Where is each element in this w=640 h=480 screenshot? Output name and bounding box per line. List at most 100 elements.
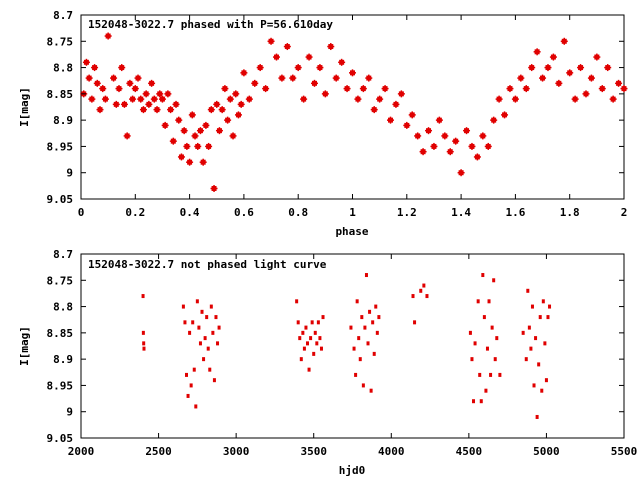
data-point <box>112 100 120 108</box>
data-point <box>164 90 172 98</box>
data-point <box>375 330 379 335</box>
data-point <box>577 64 585 72</box>
data-point <box>300 95 308 103</box>
data-point <box>212 378 216 383</box>
data-point <box>296 320 300 325</box>
unphased-x-tick-label: 5000 <box>533 445 560 458</box>
phased-y-tick-label: 8.9 <box>53 114 73 127</box>
data-point <box>529 346 533 351</box>
data-point <box>343 85 351 93</box>
data-point <box>318 336 322 341</box>
data-point <box>126 79 134 87</box>
data-point <box>463 127 471 135</box>
data-point <box>457 169 465 177</box>
data-point <box>468 330 472 335</box>
data-point <box>299 357 303 362</box>
data-point <box>156 90 164 98</box>
data-point <box>131 85 139 93</box>
data-point <box>306 341 310 346</box>
unphased-x-tick-label: 2500 <box>145 445 172 458</box>
data-point <box>543 341 547 346</box>
data-point <box>205 142 213 150</box>
data-point <box>191 132 199 140</box>
data-point <box>484 388 488 393</box>
data-point <box>251 79 259 87</box>
data-point <box>327 43 335 51</box>
data-point <box>93 79 101 87</box>
data-point <box>145 100 153 108</box>
data-point <box>487 299 491 304</box>
data-point <box>495 336 499 341</box>
unphased-y-axis-label: I[mag] <box>18 326 31 366</box>
data-point <box>161 121 169 129</box>
data-point <box>511 95 519 103</box>
data-point <box>186 393 190 398</box>
data-point <box>528 64 536 72</box>
data-point <box>216 341 220 346</box>
data-point <box>490 116 498 124</box>
phased-chart: 0 0.2 0.4 0.6 0.8 1 1.2 1.4 1.6 1.8 2 8.7 8.75 8.8 8.8… <box>18 9 628 238</box>
data-point <box>181 304 185 309</box>
data-point <box>338 58 346 66</box>
data-point <box>217 325 221 330</box>
data-point <box>312 351 316 356</box>
data-point <box>376 95 384 103</box>
unphased-y-tick-label: 8.75 <box>47 274 74 287</box>
data-point <box>368 309 372 314</box>
data-point <box>209 304 213 309</box>
data-point <box>115 85 123 93</box>
data-point <box>582 90 590 98</box>
data-point <box>481 273 485 278</box>
data-point <box>501 111 509 119</box>
data-point <box>349 69 356 77</box>
unphased-x-tick-label: 4000 <box>378 445 405 458</box>
unphased-points <box>141 273 552 419</box>
phased-y-tick-label: 9.05 <box>47 193 74 206</box>
data-point <box>598 85 606 93</box>
data-point <box>192 367 196 372</box>
data-point <box>476 299 480 304</box>
unphased-ticks: 2000 2500 3000 3500 4000 4500 5000 5500 8.7 8.75 8… <box>47 248 638 458</box>
data-point <box>521 330 525 335</box>
data-point <box>177 153 185 161</box>
data-point <box>484 142 492 150</box>
data-point <box>532 383 536 388</box>
phased-y-axis-label: I[mag] <box>18 87 31 127</box>
phased-y-tick-label: 8.85 <box>47 88 74 101</box>
data-point <box>540 388 544 393</box>
phased-y-tick-label: 8.95 <box>47 140 74 153</box>
data-point <box>232 90 240 98</box>
data-point <box>110 74 118 82</box>
data-point <box>360 315 364 320</box>
data-point <box>363 325 367 330</box>
data-point <box>295 299 299 304</box>
data-point <box>615 79 623 87</box>
phased-x-tick-label: 1.2 <box>397 206 417 219</box>
data-point <box>101 95 109 103</box>
data-point <box>535 414 539 419</box>
data-point <box>470 357 474 362</box>
data-point <box>213 100 221 108</box>
data-point <box>183 320 187 325</box>
data-point <box>141 330 145 335</box>
data-point <box>357 336 361 341</box>
data-point <box>175 116 183 124</box>
data-point <box>482 315 486 320</box>
data-point <box>321 315 325 320</box>
data-point <box>196 127 204 135</box>
data-point <box>419 288 423 293</box>
data-point <box>369 388 373 393</box>
unphased-x-axis-label: hjd0 <box>339 464 366 477</box>
data-point <box>332 74 340 82</box>
data-point <box>489 372 493 377</box>
data-point <box>349 325 353 330</box>
phased-x-tick-label: 0.8 <box>288 206 308 219</box>
data-point <box>195 299 199 304</box>
data-point <box>142 341 146 346</box>
data-point <box>197 325 201 330</box>
data-point <box>278 74 286 82</box>
data-point <box>472 399 476 404</box>
data-point <box>267 37 275 45</box>
data-point <box>430 142 438 150</box>
